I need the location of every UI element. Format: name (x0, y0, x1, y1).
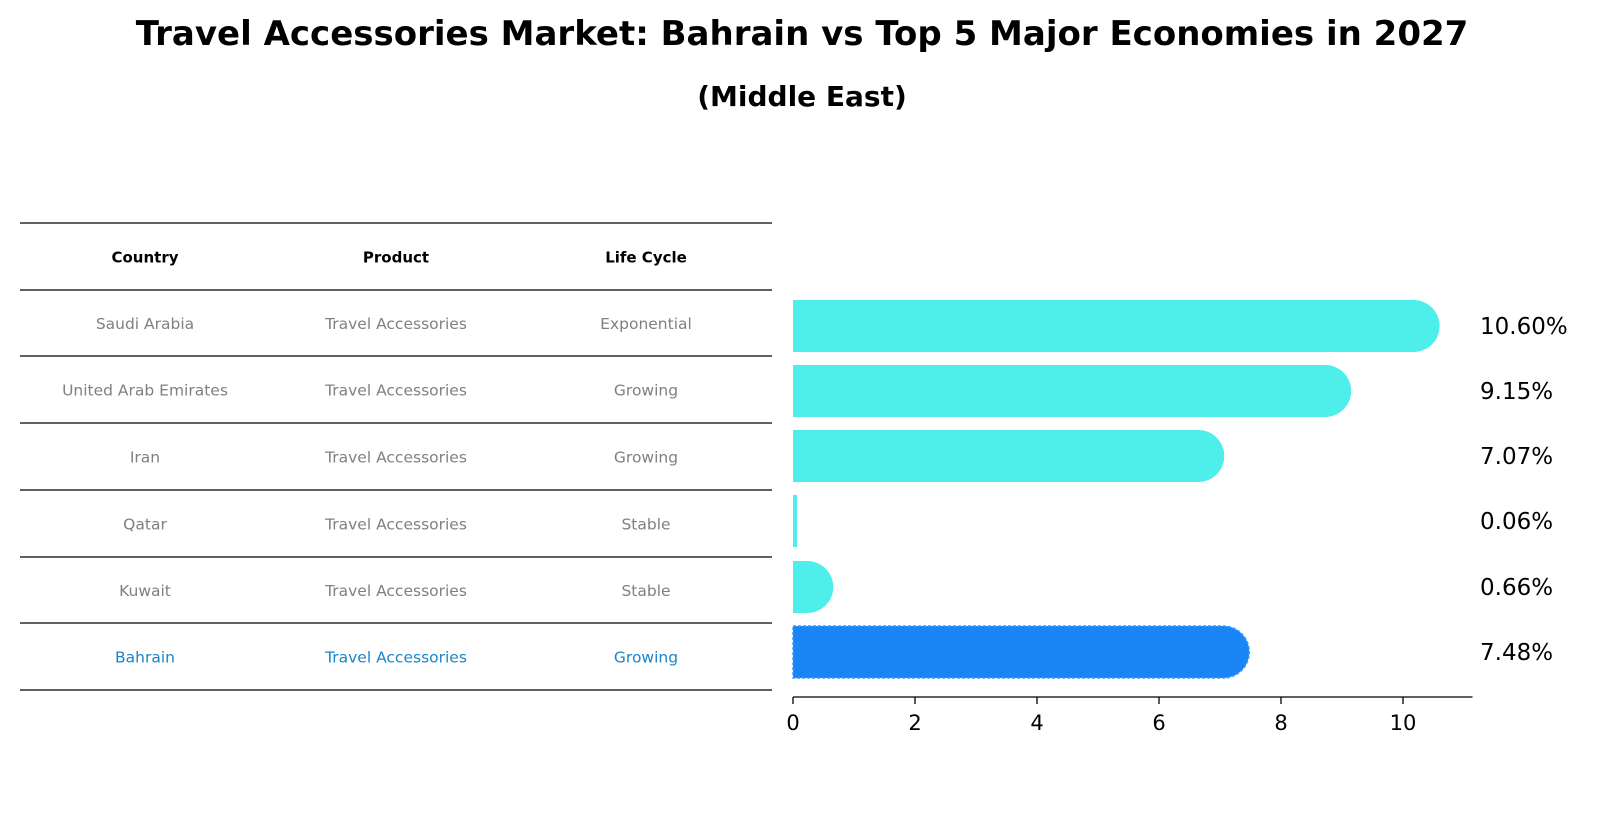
x-tick-label: 4 (1030, 711, 1043, 735)
table-cell: Stable (621, 582, 670, 600)
table-cell: Travel Accessories (324, 649, 467, 667)
table-cell: United Arab Emirates (62, 382, 228, 400)
table-cell: Travel Accessories (324, 449, 467, 467)
bar-kuwait (793, 561, 834, 613)
bar-saudi-arabia (793, 300, 1440, 352)
x-tick-label: 8 (1274, 711, 1287, 735)
bar-united-arab-emirates (793, 365, 1352, 417)
table-cell: Exponential (600, 315, 692, 333)
table-cell: Qatar (123, 516, 167, 534)
chart-subtitle: (Middle East) (697, 80, 907, 113)
bar-value-label: 7.07% (1480, 444, 1553, 470)
bar-value-label: 10.60% (1480, 314, 1568, 340)
table-cell: Growing (614, 382, 678, 400)
table-cell: Kuwait (119, 582, 171, 600)
table-cell: Iran (130, 449, 160, 467)
table-header-cell: Product (363, 249, 429, 267)
chart-title: Travel Accessories Market: Bahrain vs To… (135, 14, 1469, 54)
table-cell: Growing (614, 649, 678, 667)
bar-chart: 10.60% 9.15% 7.07% 0.06% 0.66% 7.48% 0 2 4 6 8 10 (786, 300, 1568, 735)
x-tick-label: 6 (1152, 711, 1165, 735)
table-cell: Travel Accessories (324, 516, 467, 534)
table-header-cell: Life Cycle (605, 249, 687, 267)
bar-qatar (793, 495, 797, 547)
bar-value-label: 7.48% (1480, 640, 1553, 666)
x-tick-label: 2 (908, 711, 921, 735)
table-header-cell: Country (111, 249, 178, 267)
table-cell: Travel Accessories (324, 315, 467, 333)
table-cell: Stable (621, 516, 670, 534)
bar-value-label: 0.06% (1480, 509, 1553, 535)
bar-value-label: 0.66% (1480, 575, 1553, 601)
table-cell: Bahrain (115, 649, 175, 667)
bar-value-label: 9.15% (1480, 379, 1553, 405)
x-tick-label: 0 (786, 711, 799, 735)
data-table: Country Product Life Cycle Saudi Arabia Trav… (20, 222, 772, 691)
x-tick-label: 10 (1390, 711, 1417, 735)
table-cell: Saudi Arabia (96, 315, 194, 333)
table-cell: Travel Accessories (324, 382, 467, 400)
table-cell: Travel Accessories (324, 582, 467, 600)
bar-iran (793, 430, 1225, 482)
bar-bahrain (792, 625, 1251, 679)
table-cell: Growing (614, 449, 678, 467)
